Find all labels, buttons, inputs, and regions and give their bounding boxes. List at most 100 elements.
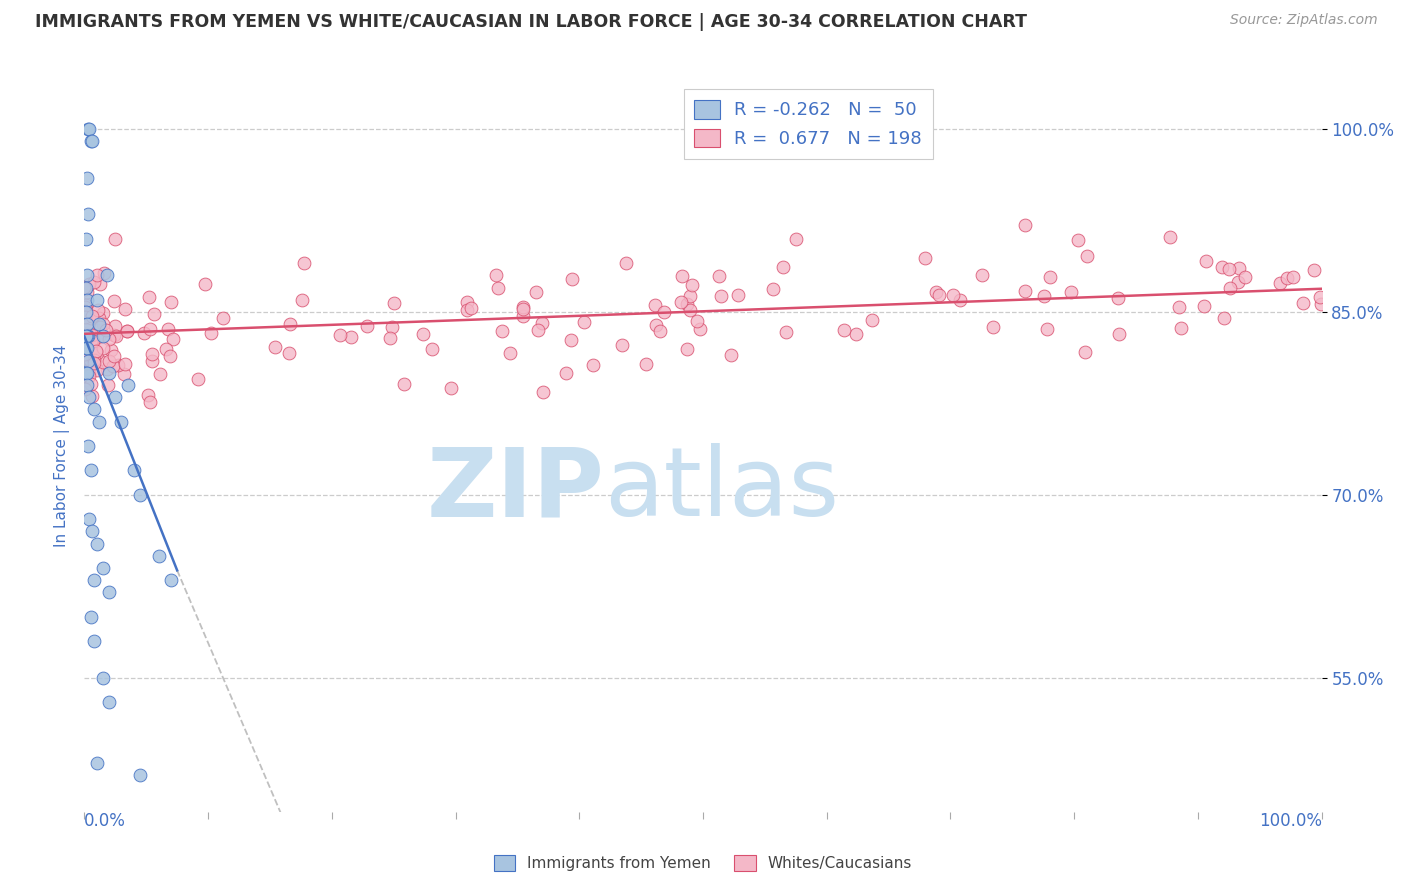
Point (1213, 311, 1236, 326)
Point (139, 394, 162, 409)
Point (75, 310, 97, 325)
Point (1014, 218, 1036, 232)
Legend: Immigrants from Yemen, Whites/Caucasians: Immigrants from Yemen, Whites/Caucasians (488, 849, 918, 877)
Point (460, 301, 482, 315)
Point (485, 268, 508, 282)
Point (77, 334, 100, 349)
Point (970, 268, 993, 282)
Point (80, 343, 103, 357)
Point (134, 326, 156, 340)
Point (148, 549, 170, 563)
Point (1074, 344, 1097, 359)
Point (676, 342, 699, 356)
Point (381, 320, 404, 334)
Point (212, 310, 235, 325)
Point (574, 315, 596, 329)
Point (80, 377, 103, 392)
Point (75, 232, 97, 246)
Point (93, 266, 115, 280)
Point (107, 358, 129, 372)
Point (671, 295, 693, 310)
Point (76, 329, 98, 343)
Point (115, 324, 138, 338)
Point (73, 303, 96, 318)
Point (129, 488, 152, 502)
Point (582, 358, 605, 372)
Point (160, 573, 183, 587)
Point (79, 512, 101, 526)
Point (114, 302, 136, 317)
Point (329, 328, 352, 343)
Point (79, 134, 101, 148)
Point (1195, 254, 1218, 268)
Point (77, 353, 100, 368)
Point (80, 334, 103, 348)
Point (187, 371, 209, 385)
Point (356, 318, 378, 333)
Point (117, 324, 139, 338)
Point (76, 366, 98, 380)
Point (83, 573, 105, 587)
Point (103, 328, 125, 343)
Point (89, 415, 111, 429)
Point (80, 134, 103, 148)
Point (512, 300, 534, 314)
Point (73, 347, 96, 361)
Point (103, 293, 125, 308)
Point (530, 317, 553, 331)
Point (91, 329, 114, 343)
Point (491, 324, 513, 338)
Point (75, 342, 97, 356)
Point (925, 285, 948, 300)
Point (440, 381, 463, 395)
Point (772, 260, 794, 274)
Point (77, 207, 100, 221)
Point (83, 402, 105, 417)
Point (79, 369, 101, 384)
Point (94, 323, 117, 337)
Point (75, 380, 97, 394)
Point (141, 347, 163, 361)
Point (155, 342, 177, 356)
Point (709, 268, 731, 283)
Point (644, 298, 666, 312)
Point (650, 324, 672, 338)
Point (149, 368, 172, 382)
Point (762, 282, 785, 296)
Point (79, 353, 101, 368)
Point (82, 309, 104, 323)
Point (1211, 260, 1233, 274)
Point (89, 317, 111, 331)
Point (75, 310, 97, 325)
Point (83, 634, 105, 648)
Point (112, 368, 135, 382)
Point (77, 122, 100, 136)
Point (73, 346, 96, 360)
Point (1033, 288, 1056, 302)
Point (292, 255, 315, 269)
Point (86, 536, 108, 550)
Point (681, 278, 703, 293)
Point (194, 277, 217, 291)
Point (942, 288, 965, 302)
Point (1226, 275, 1249, 289)
Point (785, 232, 807, 246)
Point (89, 329, 111, 343)
Point (104, 329, 127, 343)
Point (86, 756, 108, 770)
Point (77, 315, 100, 329)
Text: IMMIGRANTS FROM YEMEN VS WHITE/CAUCASIAN IN LABOR FORCE | AGE 30-34 CORRELATION : IMMIGRANTS FROM YEMEN VS WHITE/CAUCASIAN… (35, 13, 1028, 31)
Point (1227, 261, 1250, 276)
Point (291, 293, 314, 308)
Point (73, 355, 96, 369)
Point (1194, 299, 1216, 313)
Point (83, 351, 105, 365)
Point (104, 232, 127, 246)
Point (1107, 291, 1129, 305)
Point (561, 272, 583, 286)
Point (86, 346, 108, 360)
Point (91, 671, 114, 685)
Point (1302, 262, 1324, 277)
Point (834, 323, 856, 337)
Point (200, 326, 222, 340)
